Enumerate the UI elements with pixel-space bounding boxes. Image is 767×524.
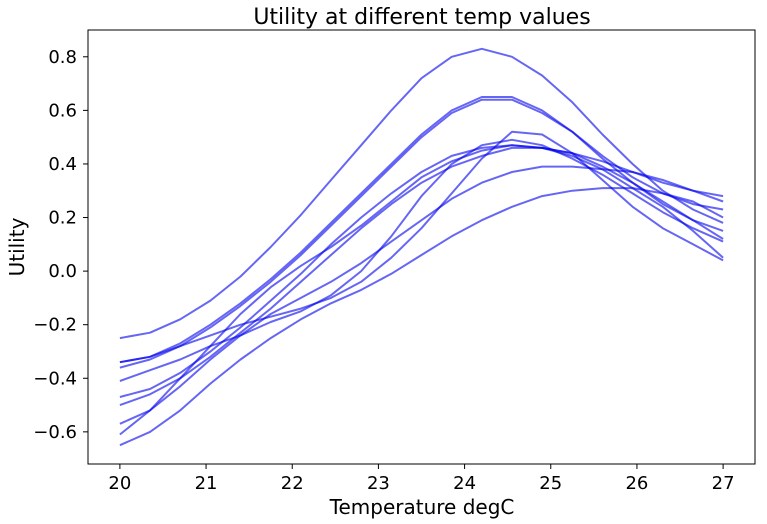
y-tick-label: 0.2 bbox=[48, 208, 77, 229]
x-tick-label: 23 bbox=[367, 473, 390, 494]
chart-title: Utility at different temp values bbox=[253, 5, 590, 30]
series-line-9 bbox=[119, 144, 724, 436]
y-tick-label: 0.0 bbox=[48, 261, 77, 282]
y-tick-label: 0.6 bbox=[48, 100, 77, 121]
series-line-6 bbox=[119, 144, 724, 398]
y-axis: −0.6 −0.4 −0.2 0.0 0.2 0.4 0.6 0.8 bbox=[33, 47, 88, 443]
series-line-3 bbox=[119, 98, 724, 369]
y-tick-label: 0.8 bbox=[48, 47, 77, 68]
y-tick-label: −0.2 bbox=[33, 315, 77, 336]
y-tick-label: −0.6 bbox=[33, 422, 77, 443]
x-axis-title: Temperature degC bbox=[329, 495, 515, 519]
series-line-10 bbox=[119, 187, 724, 447]
x-tick-label: 20 bbox=[108, 473, 131, 494]
series-line-1 bbox=[119, 47, 724, 340]
y-tick-label: 0.4 bbox=[48, 154, 77, 175]
series-lines bbox=[119, 47, 724, 447]
x-tick-label: 21 bbox=[195, 473, 218, 494]
x-tick-label: 27 bbox=[712, 473, 735, 494]
y-tick-label: −0.4 bbox=[33, 368, 77, 389]
x-axis: 20 21 22 23 24 25 26 27 bbox=[108, 464, 735, 494]
x-tick-label: 22 bbox=[281, 473, 304, 494]
series-line-2 bbox=[119, 96, 724, 364]
y-axis-title: Utility bbox=[5, 217, 29, 276]
x-tick-label: 24 bbox=[453, 473, 476, 494]
plot-area-frame bbox=[87, 29, 756, 465]
series-line-4 bbox=[119, 130, 724, 364]
series-line-8 bbox=[119, 165, 724, 425]
x-tick-label: 26 bbox=[625, 473, 648, 494]
x-tick-label: 25 bbox=[539, 473, 562, 494]
series-line-7 bbox=[119, 146, 724, 407]
